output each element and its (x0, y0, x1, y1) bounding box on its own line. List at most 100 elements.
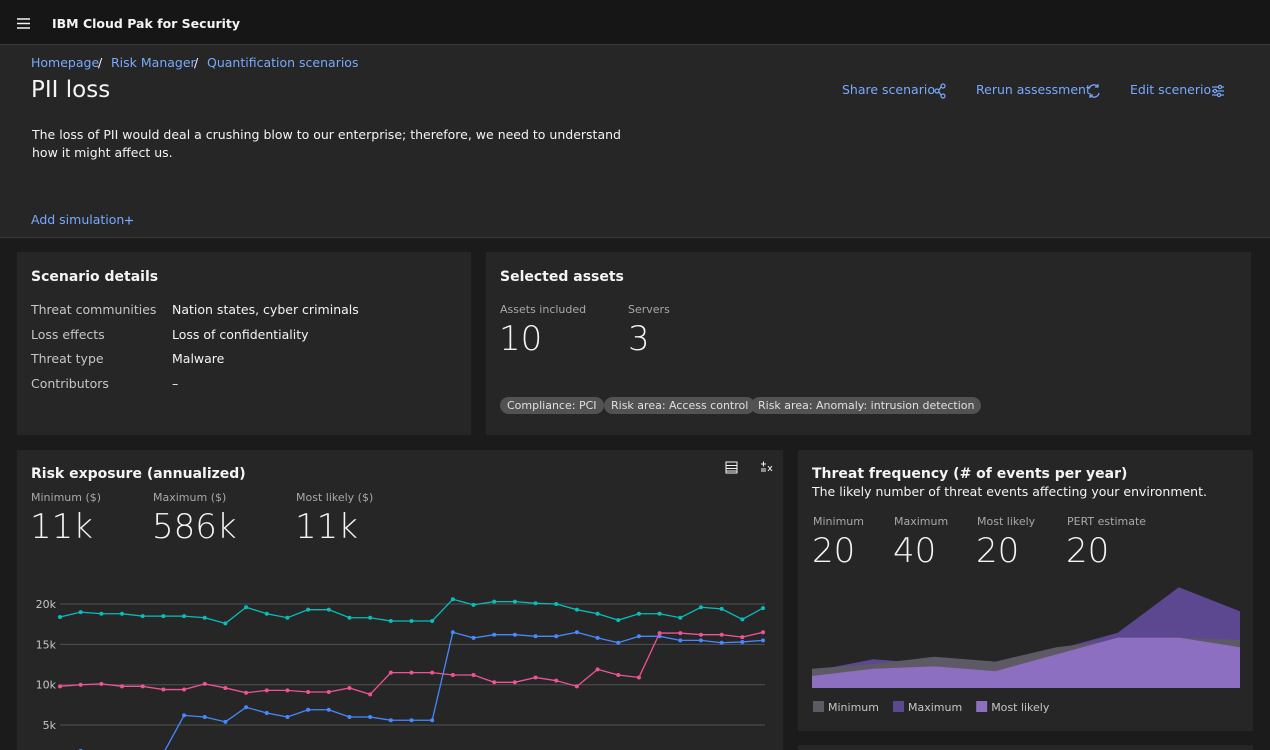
point (78, 610, 83, 615)
y-tick-label: 15k (36, 638, 57, 651)
point (740, 639, 745, 644)
point (202, 615, 207, 620)
point (492, 680, 497, 685)
detail-value: Malware (172, 351, 225, 367)
breadcrumb[interactable]: Quantification scenarios (207, 55, 359, 70)
next-tile (798, 745, 1253, 750)
point (574, 684, 579, 689)
share-button[interactable]: Share scenario (842, 82, 935, 97)
detail-value: Nation states, cyber criminals (172, 302, 359, 317)
stat-label: Maximum (894, 515, 949, 528)
point (347, 714, 352, 719)
detail-value: – (172, 376, 179, 392)
product-name[interactable]: IBM Cloud Pak for Security (52, 16, 241, 31)
point (285, 688, 290, 693)
point (657, 611, 662, 616)
stat-label: Minimum ($) (31, 491, 102, 504)
breadcrumb[interactable]: Risk Manager (111, 55, 196, 70)
stat-value: 40 (893, 531, 937, 571)
point (719, 640, 724, 645)
table-icon[interactable] (725, 461, 738, 474)
point (306, 707, 311, 712)
point (326, 689, 331, 694)
edit-button[interactable]: Edit scenerio (1130, 82, 1212, 97)
edit-icon[interactable] (1212, 84, 1224, 98)
point (430, 718, 435, 723)
stat-label: Maximum ($) (153, 491, 227, 504)
point (244, 705, 249, 710)
stat-label: Most likely ($) (296, 491, 374, 504)
point (161, 614, 166, 619)
point (595, 667, 600, 672)
point (244, 690, 249, 695)
point (58, 614, 62, 619)
point (120, 684, 125, 689)
point (388, 670, 393, 675)
stat-value: 3 (628, 319, 650, 359)
point (492, 599, 497, 604)
y-tick-label: 10k (36, 679, 57, 692)
tile-title: Selected assets (500, 269, 624, 285)
stat-label: Assets included (500, 303, 587, 316)
tile-subtitle: The likely number of threat events affec… (812, 484, 1207, 499)
point (616, 618, 621, 623)
breadcrumb-separator: / (98, 55, 103, 70)
point (326, 607, 331, 612)
point (657, 631, 662, 636)
point (409, 670, 414, 675)
calc-icon[interactable] (761, 461, 773, 472)
point (409, 618, 414, 623)
line (164, 631, 764, 750)
point (533, 675, 538, 680)
point (450, 597, 455, 602)
point (554, 678, 559, 683)
point (616, 673, 621, 678)
point (492, 632, 497, 637)
add-icon[interactable] (125, 216, 133, 225)
point (512, 599, 517, 604)
point (719, 606, 724, 611)
point (761, 638, 765, 643)
stat-value: 11k (30, 507, 93, 547)
tile-title: Threat frequency (# of events per year) (812, 466, 1128, 482)
point (574, 630, 579, 635)
point (409, 718, 414, 723)
point (388, 718, 393, 723)
point (761, 606, 765, 611)
point (678, 638, 683, 643)
page-title: PII loss (31, 77, 111, 103)
breadcrumb[interactable]: Homepage (31, 55, 100, 70)
point (430, 618, 435, 623)
point (595, 611, 600, 616)
stat-value: 11k (295, 507, 358, 547)
point (388, 618, 393, 623)
point (202, 681, 207, 686)
point (636, 675, 641, 680)
area (812, 637, 1240, 688)
stat-label: PERT estimate (1067, 515, 1147, 528)
point (512, 680, 517, 685)
point (450, 673, 455, 678)
menu-icon[interactable] (17, 18, 30, 29)
page-header (0, 45, 1270, 238)
point (264, 710, 269, 715)
add-simulation[interactable]: Add simulation (31, 212, 125, 227)
share-icon[interactable] (934, 83, 946, 99)
stat-value: 10 (499, 319, 543, 359)
stat-value: 20 (1066, 531, 1110, 571)
detail-value: Loss of confidentiality (172, 326, 309, 342)
point (471, 602, 476, 607)
point (678, 631, 683, 636)
point (182, 614, 187, 619)
point (326, 707, 331, 712)
rerun-button[interactable]: Rerun assessment (976, 82, 1091, 97)
point (368, 615, 373, 620)
legend-label: Minimum (828, 701, 879, 714)
point (202, 714, 207, 719)
point (223, 621, 228, 626)
rerun-icon[interactable] (1088, 84, 1100, 98)
tag: Compliance: PCI (500, 397, 604, 414)
point (264, 688, 269, 693)
tag: Risk area: Anomaly: intrusion detection (751, 397, 982, 414)
